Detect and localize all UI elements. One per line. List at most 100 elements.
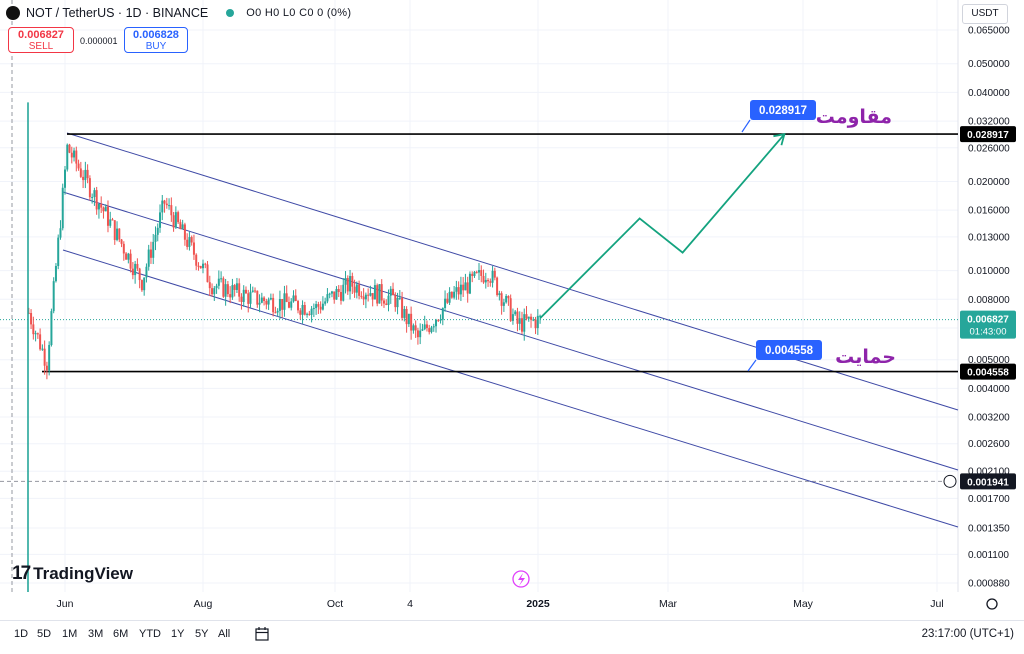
candle-body bbox=[299, 310, 302, 315]
y-tick-label: 0.010000 bbox=[968, 266, 1010, 277]
candle-body bbox=[134, 263, 137, 276]
candle-body bbox=[27, 312, 30, 314]
candle-body bbox=[111, 219, 114, 221]
candle-body bbox=[342, 284, 345, 301]
candle-body bbox=[136, 263, 139, 269]
resistance-axis-tag bbox=[960, 126, 1016, 143]
x-tick-label: Mar bbox=[659, 598, 678, 610]
candle-body bbox=[61, 187, 64, 229]
candle-body bbox=[539, 315, 542, 317]
support-callout-box[interactable] bbox=[756, 340, 822, 360]
candle-body bbox=[505, 295, 508, 303]
candle-body bbox=[487, 279, 490, 282]
channel-line[interactable] bbox=[62, 191, 959, 471]
range-all[interactable]: All bbox=[218, 628, 231, 640]
buy-button[interactable]: 0.006828 BUY bbox=[124, 27, 188, 53]
candle-body bbox=[416, 330, 419, 338]
candle-body bbox=[441, 308, 444, 320]
lightning-icon bbox=[518, 573, 525, 586]
candle-body bbox=[204, 263, 207, 265]
candle-body bbox=[414, 325, 417, 331]
candle-body bbox=[373, 285, 376, 300]
candle-body bbox=[450, 291, 453, 298]
candle-body bbox=[30, 313, 33, 325]
candle-body bbox=[498, 293, 501, 296]
range-3m[interactable]: 3M bbox=[88, 628, 104, 640]
resistance-callout-box[interactable] bbox=[750, 100, 816, 120]
candle-body bbox=[224, 284, 227, 297]
candle-body bbox=[478, 270, 480, 273]
candle-body bbox=[385, 303, 388, 305]
y-tick-label: 0.005000 bbox=[968, 355, 1010, 366]
channel-line[interactable] bbox=[66, 132, 959, 411]
candle-body bbox=[163, 200, 166, 204]
tradingview-watermark: 17 TradingView bbox=[12, 563, 133, 585]
candle-body bbox=[378, 284, 381, 304]
candle-body bbox=[215, 285, 218, 289]
candle-body bbox=[152, 241, 155, 258]
candle-body bbox=[68, 144, 71, 153]
candle-body bbox=[82, 176, 85, 181]
x-tick-label: May bbox=[793, 598, 814, 610]
x-tick-label: Jul bbox=[930, 598, 943, 610]
candle-body bbox=[321, 303, 324, 310]
range-1y[interactable]: 1Y bbox=[171, 628, 185, 640]
candle-body bbox=[66, 144, 69, 170]
currency-selector[interactable]: USDT bbox=[962, 4, 1008, 24]
candle-body bbox=[398, 297, 401, 299]
utc-clock[interactable]: 23:17:00 (UTC+1) bbox=[921, 628, 1014, 640]
candle-body bbox=[396, 297, 399, 308]
candle-body bbox=[109, 219, 112, 226]
candle-body bbox=[489, 281, 492, 283]
candle-body bbox=[95, 190, 98, 210]
chart-settings-icon[interactable] bbox=[986, 598, 998, 610]
ohlc-values: O0 H0 L0 C0 0 (0%) bbox=[246, 7, 352, 19]
projection-line[interactable] bbox=[539, 133, 786, 319]
candle-body bbox=[116, 228, 119, 240]
candle-body bbox=[258, 302, 261, 305]
candle-body bbox=[93, 190, 96, 197]
candle-body bbox=[290, 301, 293, 308]
candle-body bbox=[281, 299, 284, 310]
candle-body bbox=[500, 293, 503, 306]
candle-body bbox=[75, 150, 78, 164]
candle-body bbox=[310, 308, 313, 315]
candle-body bbox=[269, 297, 272, 300]
projection-arrowhead bbox=[773, 133, 786, 146]
range-ytd[interactable]: YTD bbox=[139, 628, 161, 640]
candle-body bbox=[389, 288, 392, 296]
candle-body bbox=[527, 316, 530, 319]
add-alert-icon[interactable] bbox=[943, 474, 957, 488]
candle-body bbox=[57, 237, 60, 266]
range-5y[interactable]: 5Y bbox=[195, 628, 209, 640]
candle-body bbox=[256, 290, 259, 305]
candle-body bbox=[91, 196, 94, 198]
range-6m[interactable]: 6M bbox=[113, 628, 129, 640]
range-1d[interactable]: 1D bbox=[14, 628, 29, 640]
sell-button[interactable]: 0.006827 SELL bbox=[8, 27, 74, 53]
support-axis-value: 0.004558 bbox=[967, 368, 1009, 379]
candle-body bbox=[43, 348, 46, 366]
date-range-icon[interactable] bbox=[254, 626, 270, 642]
candle-body bbox=[140, 280, 143, 291]
range-5d[interactable]: 5D bbox=[37, 628, 52, 640]
candle-body bbox=[41, 348, 44, 350]
candle-body bbox=[177, 212, 180, 223]
candle-body bbox=[39, 334, 42, 350]
candle-body bbox=[491, 270, 494, 283]
range-1m[interactable]: 1M bbox=[62, 628, 78, 640]
candle-body bbox=[206, 264, 209, 283]
candle-body bbox=[86, 169, 89, 179]
candle-body bbox=[220, 278, 223, 280]
candle-body bbox=[70, 152, 73, 158]
resistance-axis-value: 0.028917 bbox=[967, 130, 1009, 141]
y-tick-label: 0.001100 bbox=[968, 550, 1009, 561]
candle-body bbox=[371, 293, 374, 300]
candle-body bbox=[73, 150, 76, 158]
candle-body bbox=[36, 333, 39, 335]
spread-value: 0.000001 bbox=[80, 36, 118, 46]
symbol-title[interactable]: NOT / TetherUS · 1D · BINANCE bbox=[26, 6, 209, 20]
candle-body bbox=[459, 284, 462, 295]
candle-body bbox=[213, 288, 216, 295]
